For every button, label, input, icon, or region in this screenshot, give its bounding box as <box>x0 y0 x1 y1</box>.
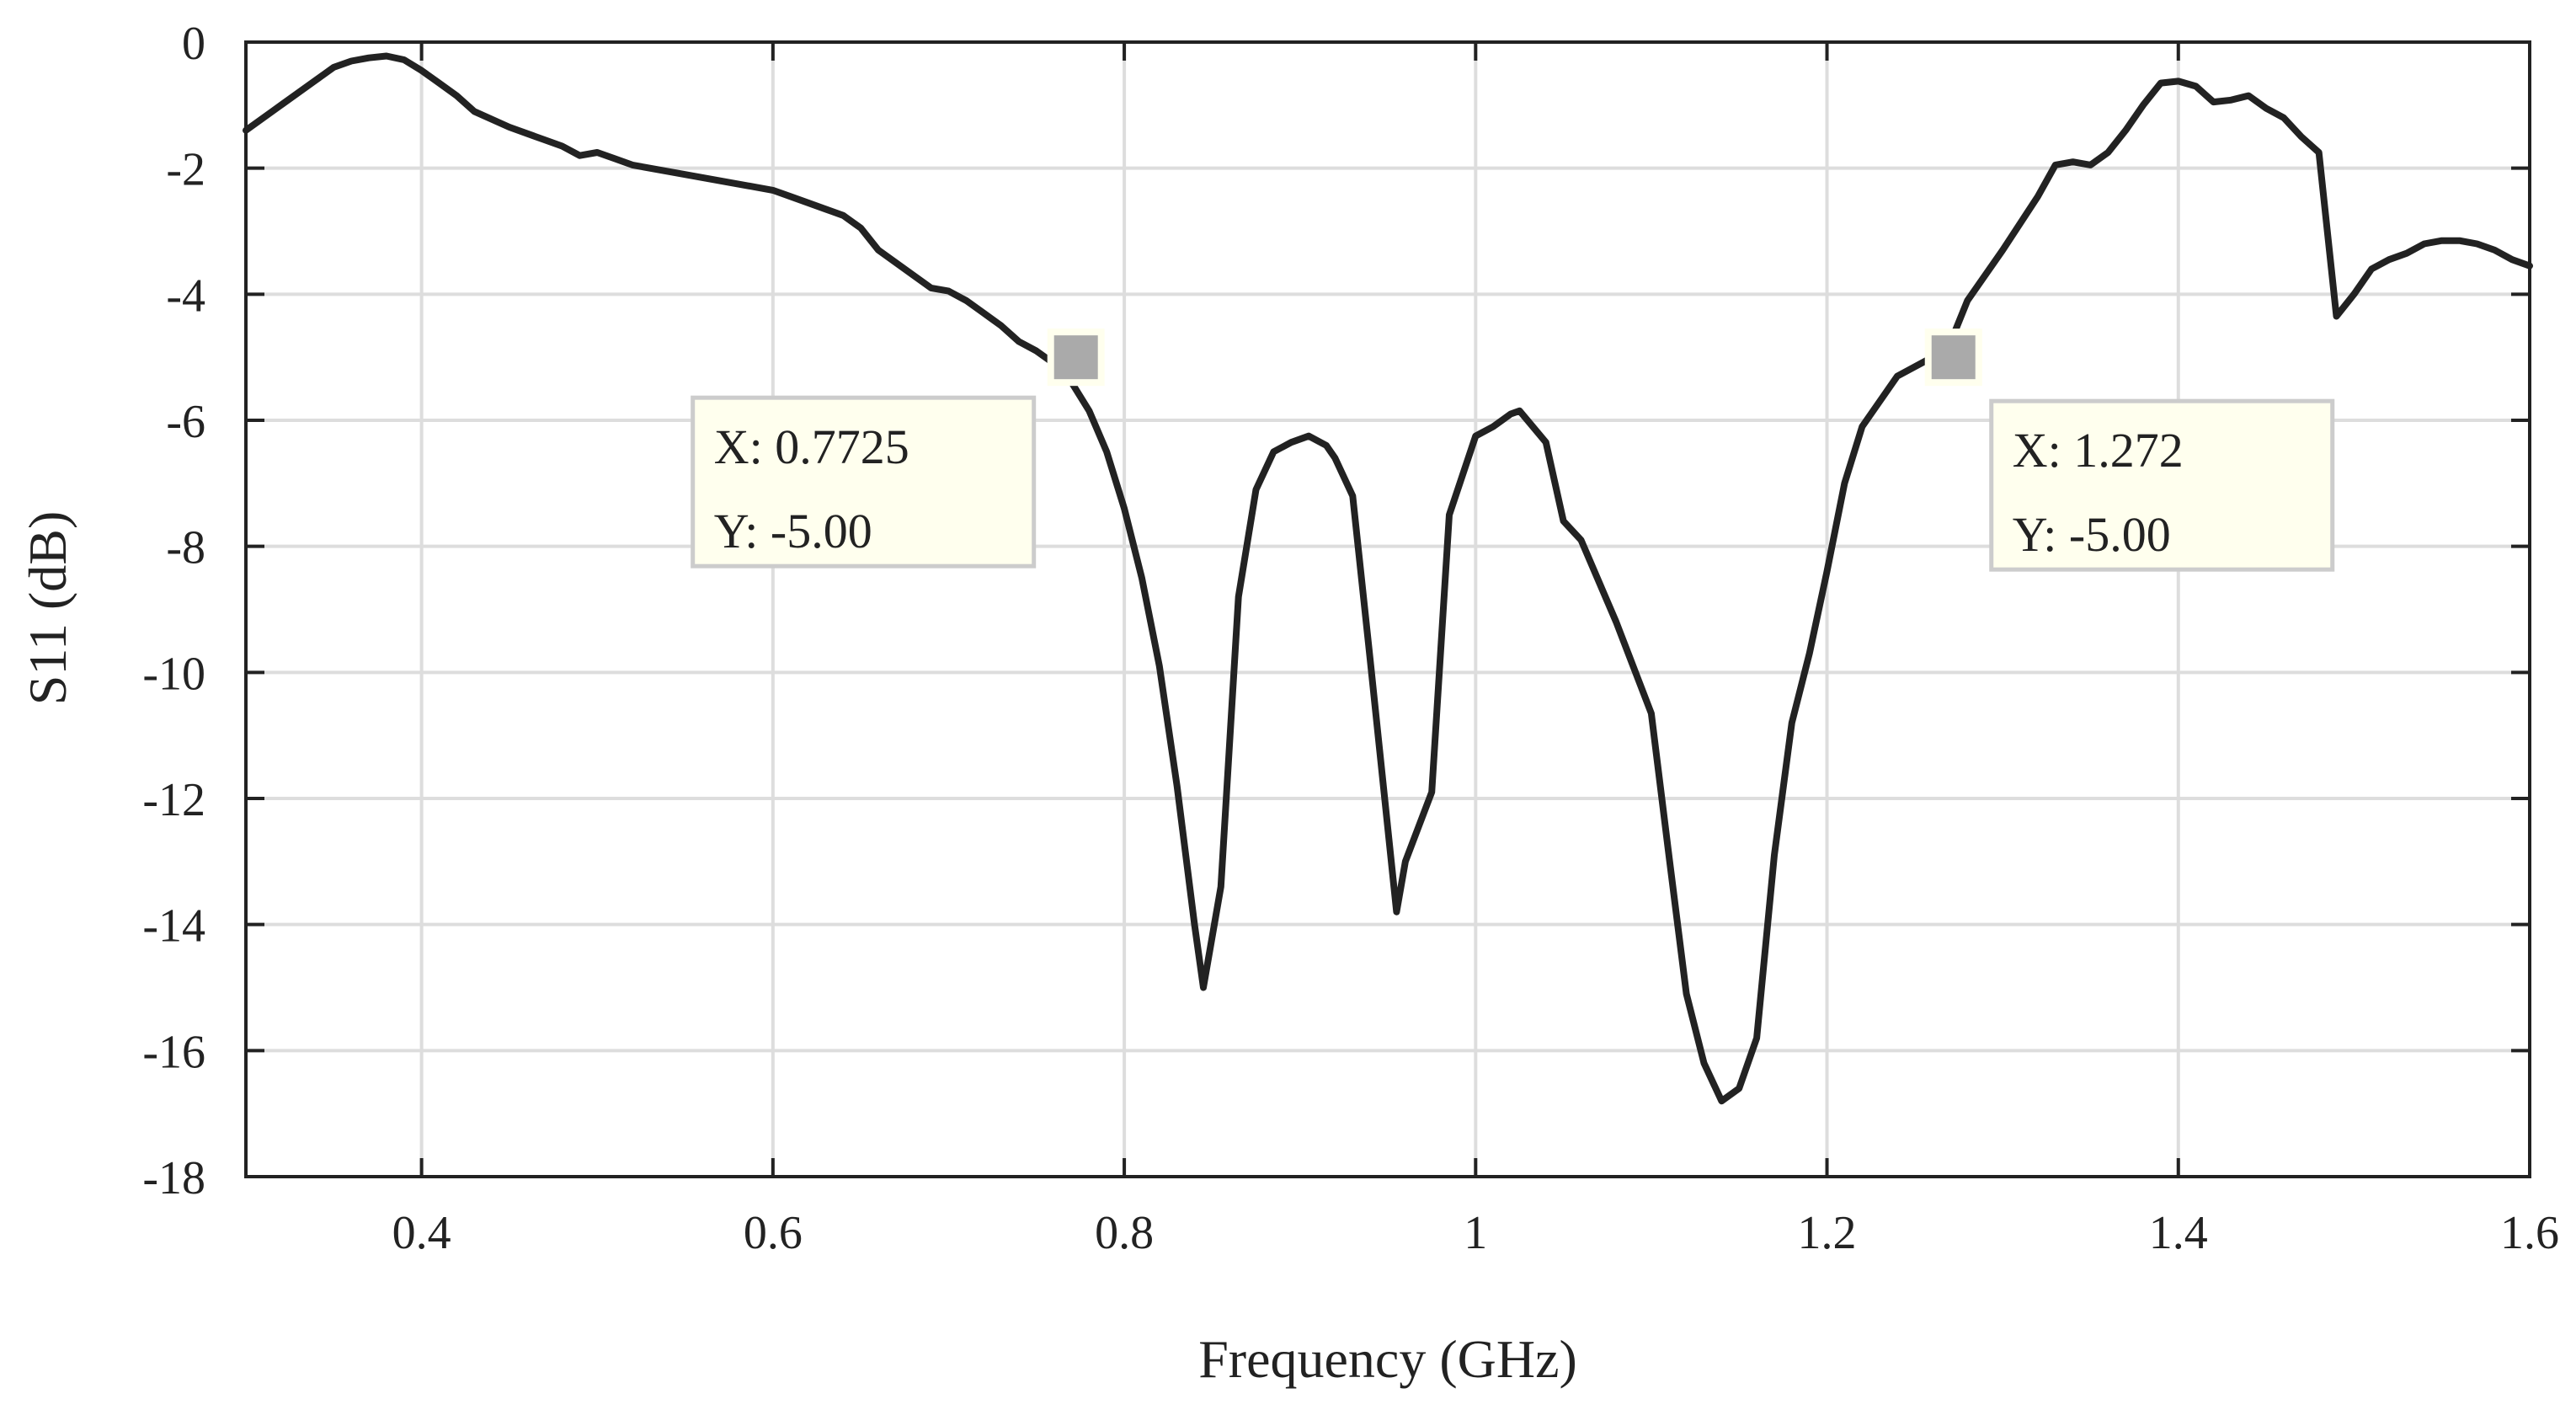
datatip-marker <box>1924 328 1982 387</box>
y-tick-label: -14 <box>142 900 205 953</box>
s11-series-line <box>243 52 2533 1105</box>
datatip-left: X: 0.7725 Y: -5.00 <box>691 328 1105 569</box>
plot-area-frame <box>244 40 2531 1178</box>
y-tick-label: -8 <box>166 522 205 574</box>
datatip-box <box>691 395 1037 569</box>
datatip-y-label: Y: -5.00 <box>2013 507 2171 562</box>
x-tick-label: 1.6 <box>2500 1207 2559 1259</box>
datatip-right: X: 1.272 Y: -5.00 <box>1924 328 2335 572</box>
y-tick-label: -12 <box>142 774 205 826</box>
x-axis-ticks: 0.4 0.6 0.8 1 1.2 1.4 1.6 <box>392 42 2559 1259</box>
x-tick-label: 0.6 <box>744 1207 803 1259</box>
y-tick-label: 0 <box>182 18 205 70</box>
y-axis-ticks: 0 -2 -4 -6 -8 -10 -12 -14 -16 -18 <box>142 18 2530 1204</box>
x-axis-label: Frequency (GHz) <box>1198 1329 1577 1389</box>
x-tick-label: 1.4 <box>2149 1207 2208 1259</box>
data-tips: X: 0.7725 Y: -5.00 X: 1.272 Y: -5.00 <box>691 328 2335 572</box>
y-tick-label: -2 <box>166 144 205 196</box>
y-axis-label: S11 (dB) <box>18 511 77 706</box>
datatip-x-label: X: 0.7725 <box>714 419 909 474</box>
datatip-marker <box>1047 328 1105 387</box>
x-tick-label: 0.8 <box>1095 1207 1154 1259</box>
datatip-x-label: X: 1.272 <box>2013 423 2184 478</box>
y-tick-label: -16 <box>142 1026 205 1078</box>
y-tick-label: -18 <box>142 1152 205 1204</box>
x-tick-label: 1.2 <box>1798 1207 1857 1259</box>
y-tick-label: -10 <box>142 648 205 700</box>
datatip-box <box>1989 398 2335 572</box>
datatip-y-label: Y: -5.00 <box>714 504 872 558</box>
y-tick-label: -4 <box>166 270 205 322</box>
x-tick-label: 1 <box>1464 1207 1487 1259</box>
x-tick-label: 0.4 <box>392 1207 451 1259</box>
y-tick-label: -6 <box>166 396 205 448</box>
